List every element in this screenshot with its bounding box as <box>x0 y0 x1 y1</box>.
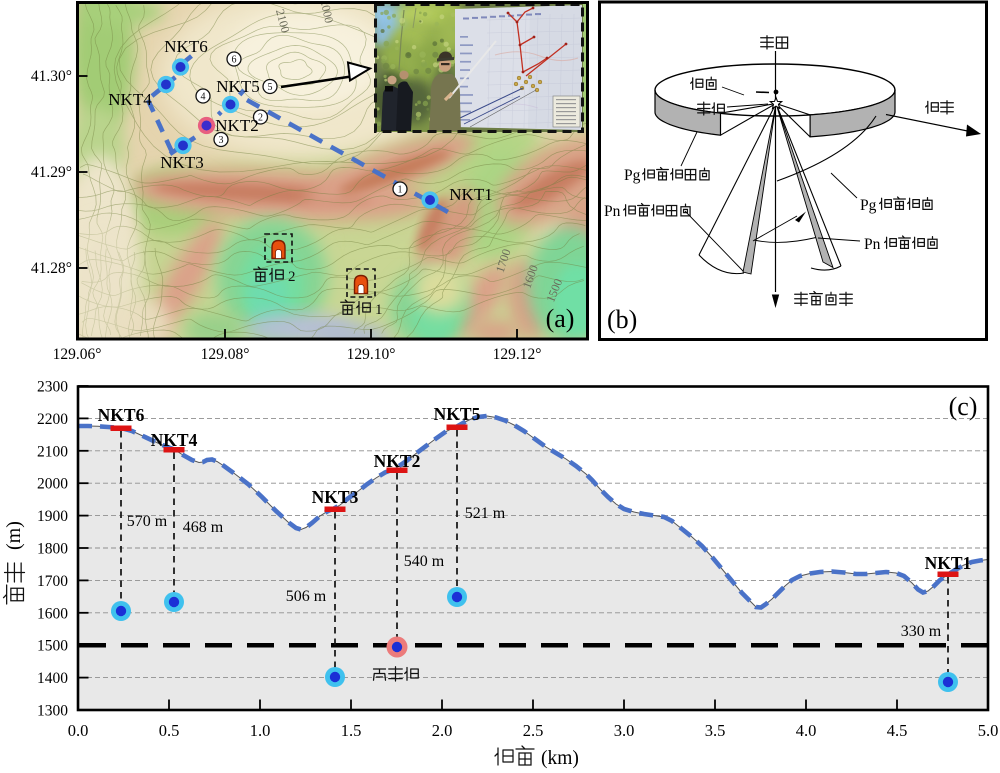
svg-text:(a): (a) <box>546 304 575 333</box>
svg-text:1: 1 <box>375 302 383 318</box>
svg-text:(c): (c) <box>949 392 978 421</box>
svg-text:129.10°: 129.10° <box>347 346 396 363</box>
svg-text:Pn: Pn <box>864 236 881 253</box>
svg-text:1600: 1600 <box>37 605 68 622</box>
svg-text:521 m: 521 m <box>465 505 506 522</box>
svg-text:330 m: 330 m <box>901 623 942 640</box>
svg-text:5: 5 <box>268 82 273 93</box>
svg-text:3.5: 3.5 <box>705 721 726 740</box>
svg-text:2.0: 2.0 <box>432 721 453 740</box>
svg-text:(m): (m) <box>3 521 25 550</box>
svg-text:4.0: 4.0 <box>796 721 817 740</box>
svg-text:1.5: 1.5 <box>341 721 362 740</box>
svg-text:NKT6: NKT6 <box>98 405 145 425</box>
svg-text:NKT2: NKT2 <box>374 451 421 471</box>
svg-text:NKT4: NKT4 <box>108 90 152 109</box>
svg-text:41.28°: 41.28° <box>31 260 72 277</box>
svg-text:(b): (b) <box>607 305 637 334</box>
svg-text:1800: 1800 <box>37 541 68 558</box>
svg-text:NKT4: NKT4 <box>151 430 198 450</box>
svg-text:1.0: 1.0 <box>250 721 271 740</box>
svg-text:129.12°: 129.12° <box>493 346 542 363</box>
svg-text:2300: 2300 <box>37 379 68 396</box>
svg-text:41.30°: 41.30° <box>31 68 72 85</box>
svg-text:129.08°: 129.08° <box>201 346 250 363</box>
svg-text:468 m: 468 m <box>183 519 224 536</box>
svg-text:2100: 2100 <box>273 8 293 35</box>
svg-text:2100: 2100 <box>37 443 68 460</box>
svg-text:506 m: 506 m <box>286 588 327 605</box>
svg-text:2: 2 <box>288 269 296 285</box>
svg-text:129.06°: 129.06° <box>53 346 102 363</box>
svg-text:NKT6: NKT6 <box>164 37 207 56</box>
svg-text:NKT5: NKT5 <box>216 77 259 96</box>
svg-text:NKT3: NKT3 <box>160 153 203 172</box>
svg-text:NKT2: NKT2 <box>215 116 258 135</box>
svg-text:1500: 1500 <box>37 638 68 655</box>
svg-text:3: 3 <box>219 135 224 146</box>
svg-text:1700: 1700 <box>37 573 68 590</box>
svg-text:0.0: 0.0 <box>68 721 89 740</box>
svg-text:Pg: Pg <box>860 197 877 214</box>
svg-text:1300: 1300 <box>37 703 68 720</box>
svg-text:Pn: Pn <box>604 203 621 220</box>
svg-text:NKT5: NKT5 <box>434 404 481 424</box>
svg-text:2000: 2000 <box>318 0 337 24</box>
svg-text:NKT3: NKT3 <box>312 487 359 507</box>
svg-text:1900: 1900 <box>37 508 68 525</box>
svg-text:3.0: 3.0 <box>614 721 635 740</box>
svg-text:4: 4 <box>201 91 206 102</box>
svg-text:5.0: 5.0 <box>978 721 999 740</box>
svg-text:NKT1: NKT1 <box>925 553 972 573</box>
svg-text:6: 6 <box>232 54 237 65</box>
svg-text:540 m: 540 m <box>404 553 445 570</box>
svg-text:1400: 1400 <box>37 670 68 687</box>
svg-text:Pg: Pg <box>624 167 641 184</box>
svg-text:2.5: 2.5 <box>523 721 544 740</box>
svg-text:2200: 2200 <box>37 411 68 428</box>
svg-text:4.5: 4.5 <box>887 721 908 740</box>
svg-text:41.29°: 41.29° <box>31 164 72 181</box>
svg-text:1: 1 <box>398 184 403 195</box>
svg-text:2: 2 <box>258 112 263 123</box>
svg-text:0.5: 0.5 <box>159 721 180 740</box>
svg-text:570 m: 570 m <box>127 513 168 530</box>
svg-text:(km): (km) <box>541 748 579 769</box>
svg-text:NKT1: NKT1 <box>449 185 492 204</box>
svg-text:2000: 2000 <box>37 476 68 493</box>
